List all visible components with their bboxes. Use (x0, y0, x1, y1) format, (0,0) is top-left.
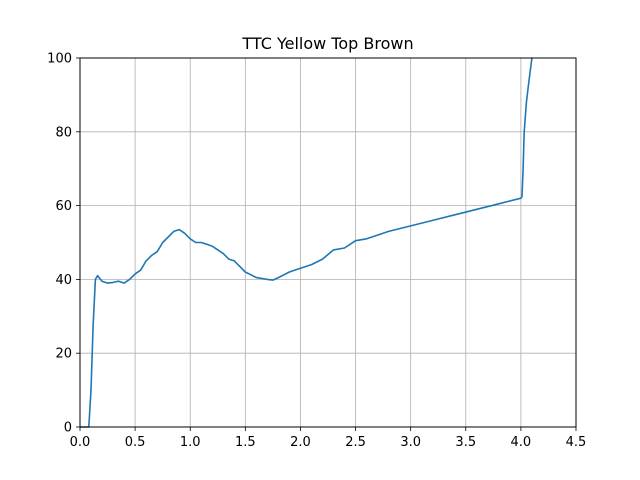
x-tick-label: 2.0 (290, 435, 311, 450)
series-layer (79, 57, 533, 428)
x-tick-label: 1.0 (180, 435, 201, 450)
x-tick-label: 2.5 (345, 435, 366, 450)
x-tick-label: 0.5 (125, 435, 146, 450)
x-tick-label: 1.5 (235, 435, 256, 450)
y-tick-label: 60 (55, 199, 72, 214)
x-tick-label: 3.5 (455, 435, 476, 450)
x-tick-label: 3.0 (400, 435, 421, 450)
x-tick-label: 4.5 (566, 435, 587, 450)
plot-area (80, 58, 576, 427)
axes-frame (79, 57, 577, 428)
y-tick-label: 80 (55, 125, 72, 140)
y-tick-label: 40 (55, 273, 72, 288)
ticks: 0.0 0.5 1.0 1.5 2.0 2.5 3.0 3.5 4.0 4.5 0 20 40 60 80 1… (47, 52, 586, 451)
x-tick-label: 4.0 (511, 435, 532, 450)
y-tick-label: 20 (55, 347, 72, 362)
y-tick-label: 0 (64, 421, 72, 436)
chart-title: TTC Yellow Top Brown (241, 34, 413, 53)
x-tick-label: 0.0 (70, 435, 91, 450)
y-tick-label: 100 (47, 52, 72, 67)
series-line (79, 57, 533, 428)
